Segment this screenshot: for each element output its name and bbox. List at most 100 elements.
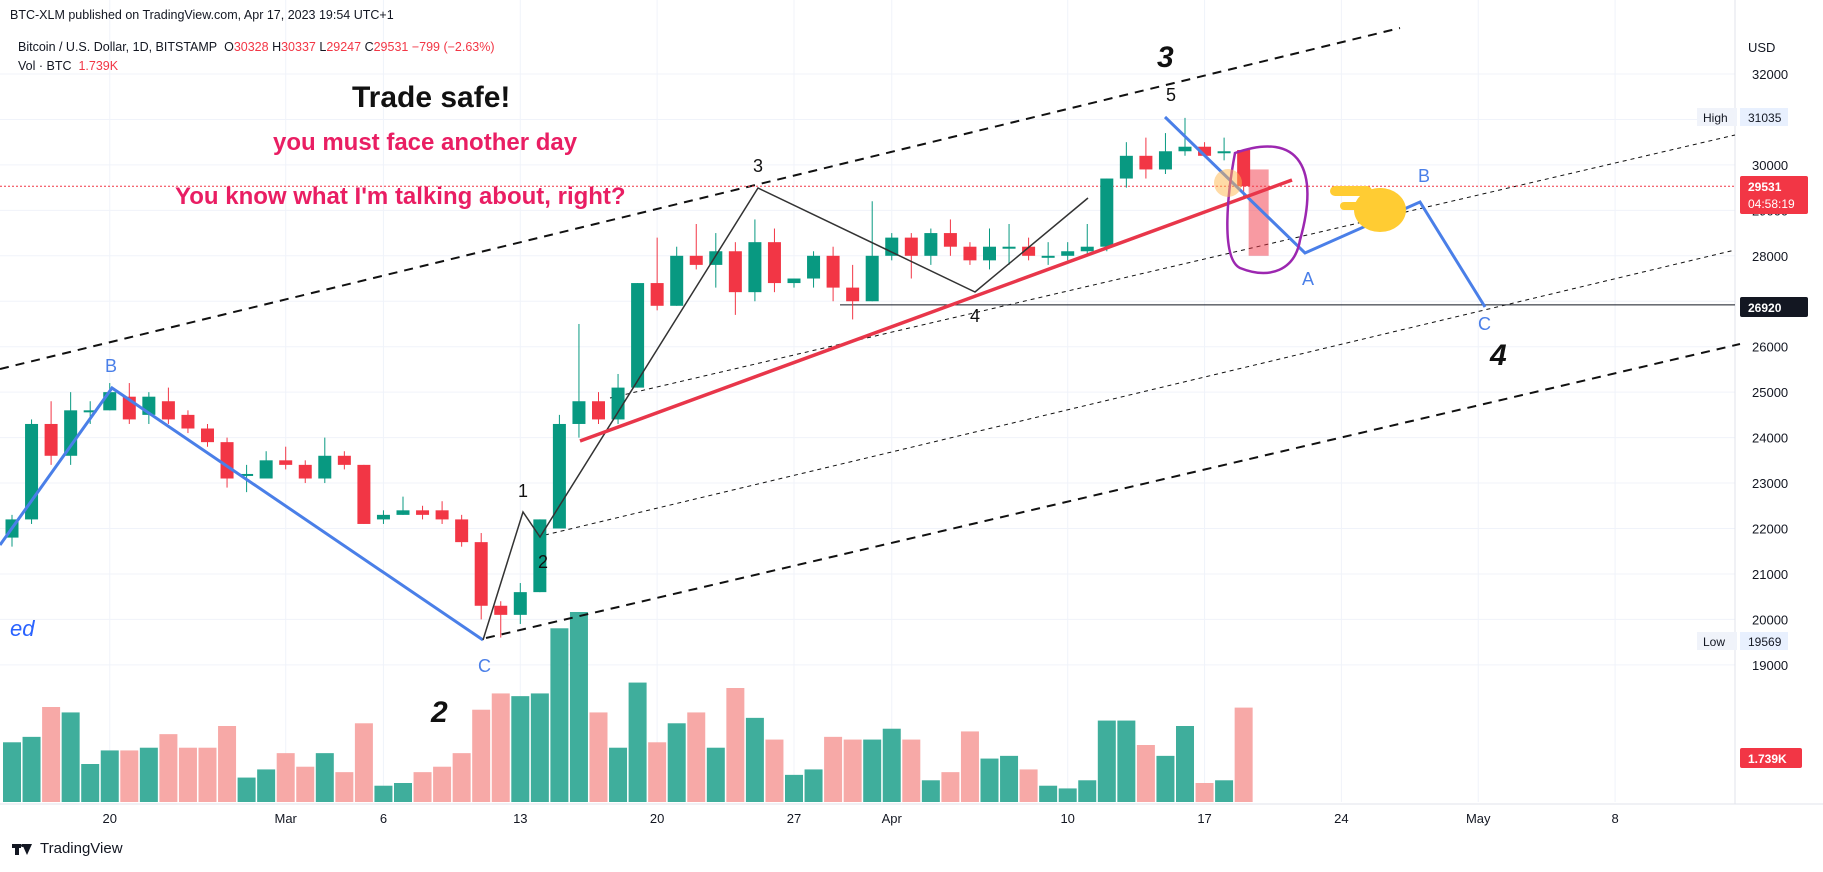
wave-label: C [478,656,491,676]
low-label: L [319,40,327,54]
candle-body [787,278,801,284]
volume-bar [882,728,901,802]
candle-body [1041,255,1055,258]
candle-body [1061,251,1075,256]
time-tick-label: 20 [103,811,117,826]
candle-body [1119,155,1133,179]
volume-bar [511,696,530,802]
channel-inner-line [609,134,1736,399]
highlight-circle [1226,145,1309,275]
volume-bar [159,734,178,802]
volume-badge [1740,748,1802,768]
volume-label: Vol · BTC [18,59,72,73]
volume-bar [980,758,999,802]
wave-abc-projection [1163,115,1487,308]
open-value: 30328 [233,40,269,54]
volume-bar [452,753,471,802]
price-tick-label: 22000 [1752,522,1788,537]
time-tick-label: Apr [882,811,903,826]
wave-abc-left [0,385,484,642]
volume-bar [589,712,608,802]
volume-bar [706,747,725,802]
candle-body [298,464,312,479]
volume-bar [276,753,295,802]
volume-bar [1039,785,1058,802]
open-label: O [224,40,234,54]
candle-body [1158,151,1172,170]
candle-body [572,401,586,424]
volume-bar [785,774,803,802]
volume-bar [1019,769,1038,802]
volume-bar [198,747,217,802]
note-line2: you must face another day [273,129,578,156]
candle-body [83,410,97,413]
volume-bar [335,772,354,802]
volume-bar [960,731,979,802]
volume-bar [609,747,628,802]
high-value: 30337 [281,40,316,54]
volume-bar [1000,755,1019,802]
publication-info: BTC-XLM published on TradingView.com, Ap… [10,8,394,22]
change-value: −799 (−2.63%) [411,40,495,54]
wave-label: 5 [1166,85,1176,105]
candle-body [611,387,625,420]
volume-legend[interactable]: Vol · BTC 1.739K [18,59,118,73]
price-tick-label: 23000 [1752,476,1788,491]
candle-body [1178,146,1192,152]
high-badge [1697,108,1737,126]
footer-brand[interactable]: TradingView [12,840,123,857]
channel-mid-line [544,249,1736,536]
trendline-red [579,178,1293,443]
low-badge [1697,632,1737,650]
wave-label-2-major: 2 [430,696,448,729]
volume-bar [1195,783,1214,802]
time-tick-label: 10 [1060,811,1074,826]
note-trade-safe: Trade safe! [352,81,510,114]
volume-bar [3,742,21,802]
candle-body [181,414,195,429]
currency-label: USD [1748,40,1775,55]
high-label: High [1703,111,1728,125]
candle-body [201,428,214,443]
candle-body [689,255,703,265]
candle-body [161,401,175,420]
candle-body [1100,178,1114,247]
candle-body [924,233,938,256]
low-value: 19569 [1748,635,1782,649]
symbol-legend[interactable]: Bitcoin / U.S. Dollar, 1D, BITSTAMP O303… [18,40,495,54]
candle-body [631,283,645,388]
volume-bar [1078,780,1097,802]
volume-bar [22,736,41,802]
candle-body [1139,155,1153,170]
volume-bar [628,682,647,802]
candle-body [396,510,410,515]
candle-body [885,237,899,256]
grid [0,0,1735,802]
volume-bar [843,739,862,802]
candle-body [728,251,742,293]
time-tick-label: 27 [787,811,801,826]
high-value: 31035 [1748,111,1782,125]
candle-body [474,542,488,606]
price-tick-label: 21000 [1752,567,1788,582]
channel-lower-line [485,343,1741,639]
wave-label: B [1418,166,1430,186]
volume-bar [687,712,706,802]
volume-bar [42,707,61,802]
wave-label: C [1478,314,1491,334]
hand-finger [1330,186,1372,196]
volume-bar [315,753,334,802]
highlight-dot [1214,169,1242,197]
volume-bar [237,777,256,802]
candle-body [670,255,684,306]
candle-body [240,473,254,476]
impulse-wave [482,187,1089,641]
time-tick-label: 17 [1197,811,1211,826]
volume-bar [941,772,960,802]
volume-value: 1.739K [78,59,119,73]
volume-bar [120,750,139,802]
price-tick-label: 28000 [1752,249,1788,264]
volume-bar [921,780,940,802]
